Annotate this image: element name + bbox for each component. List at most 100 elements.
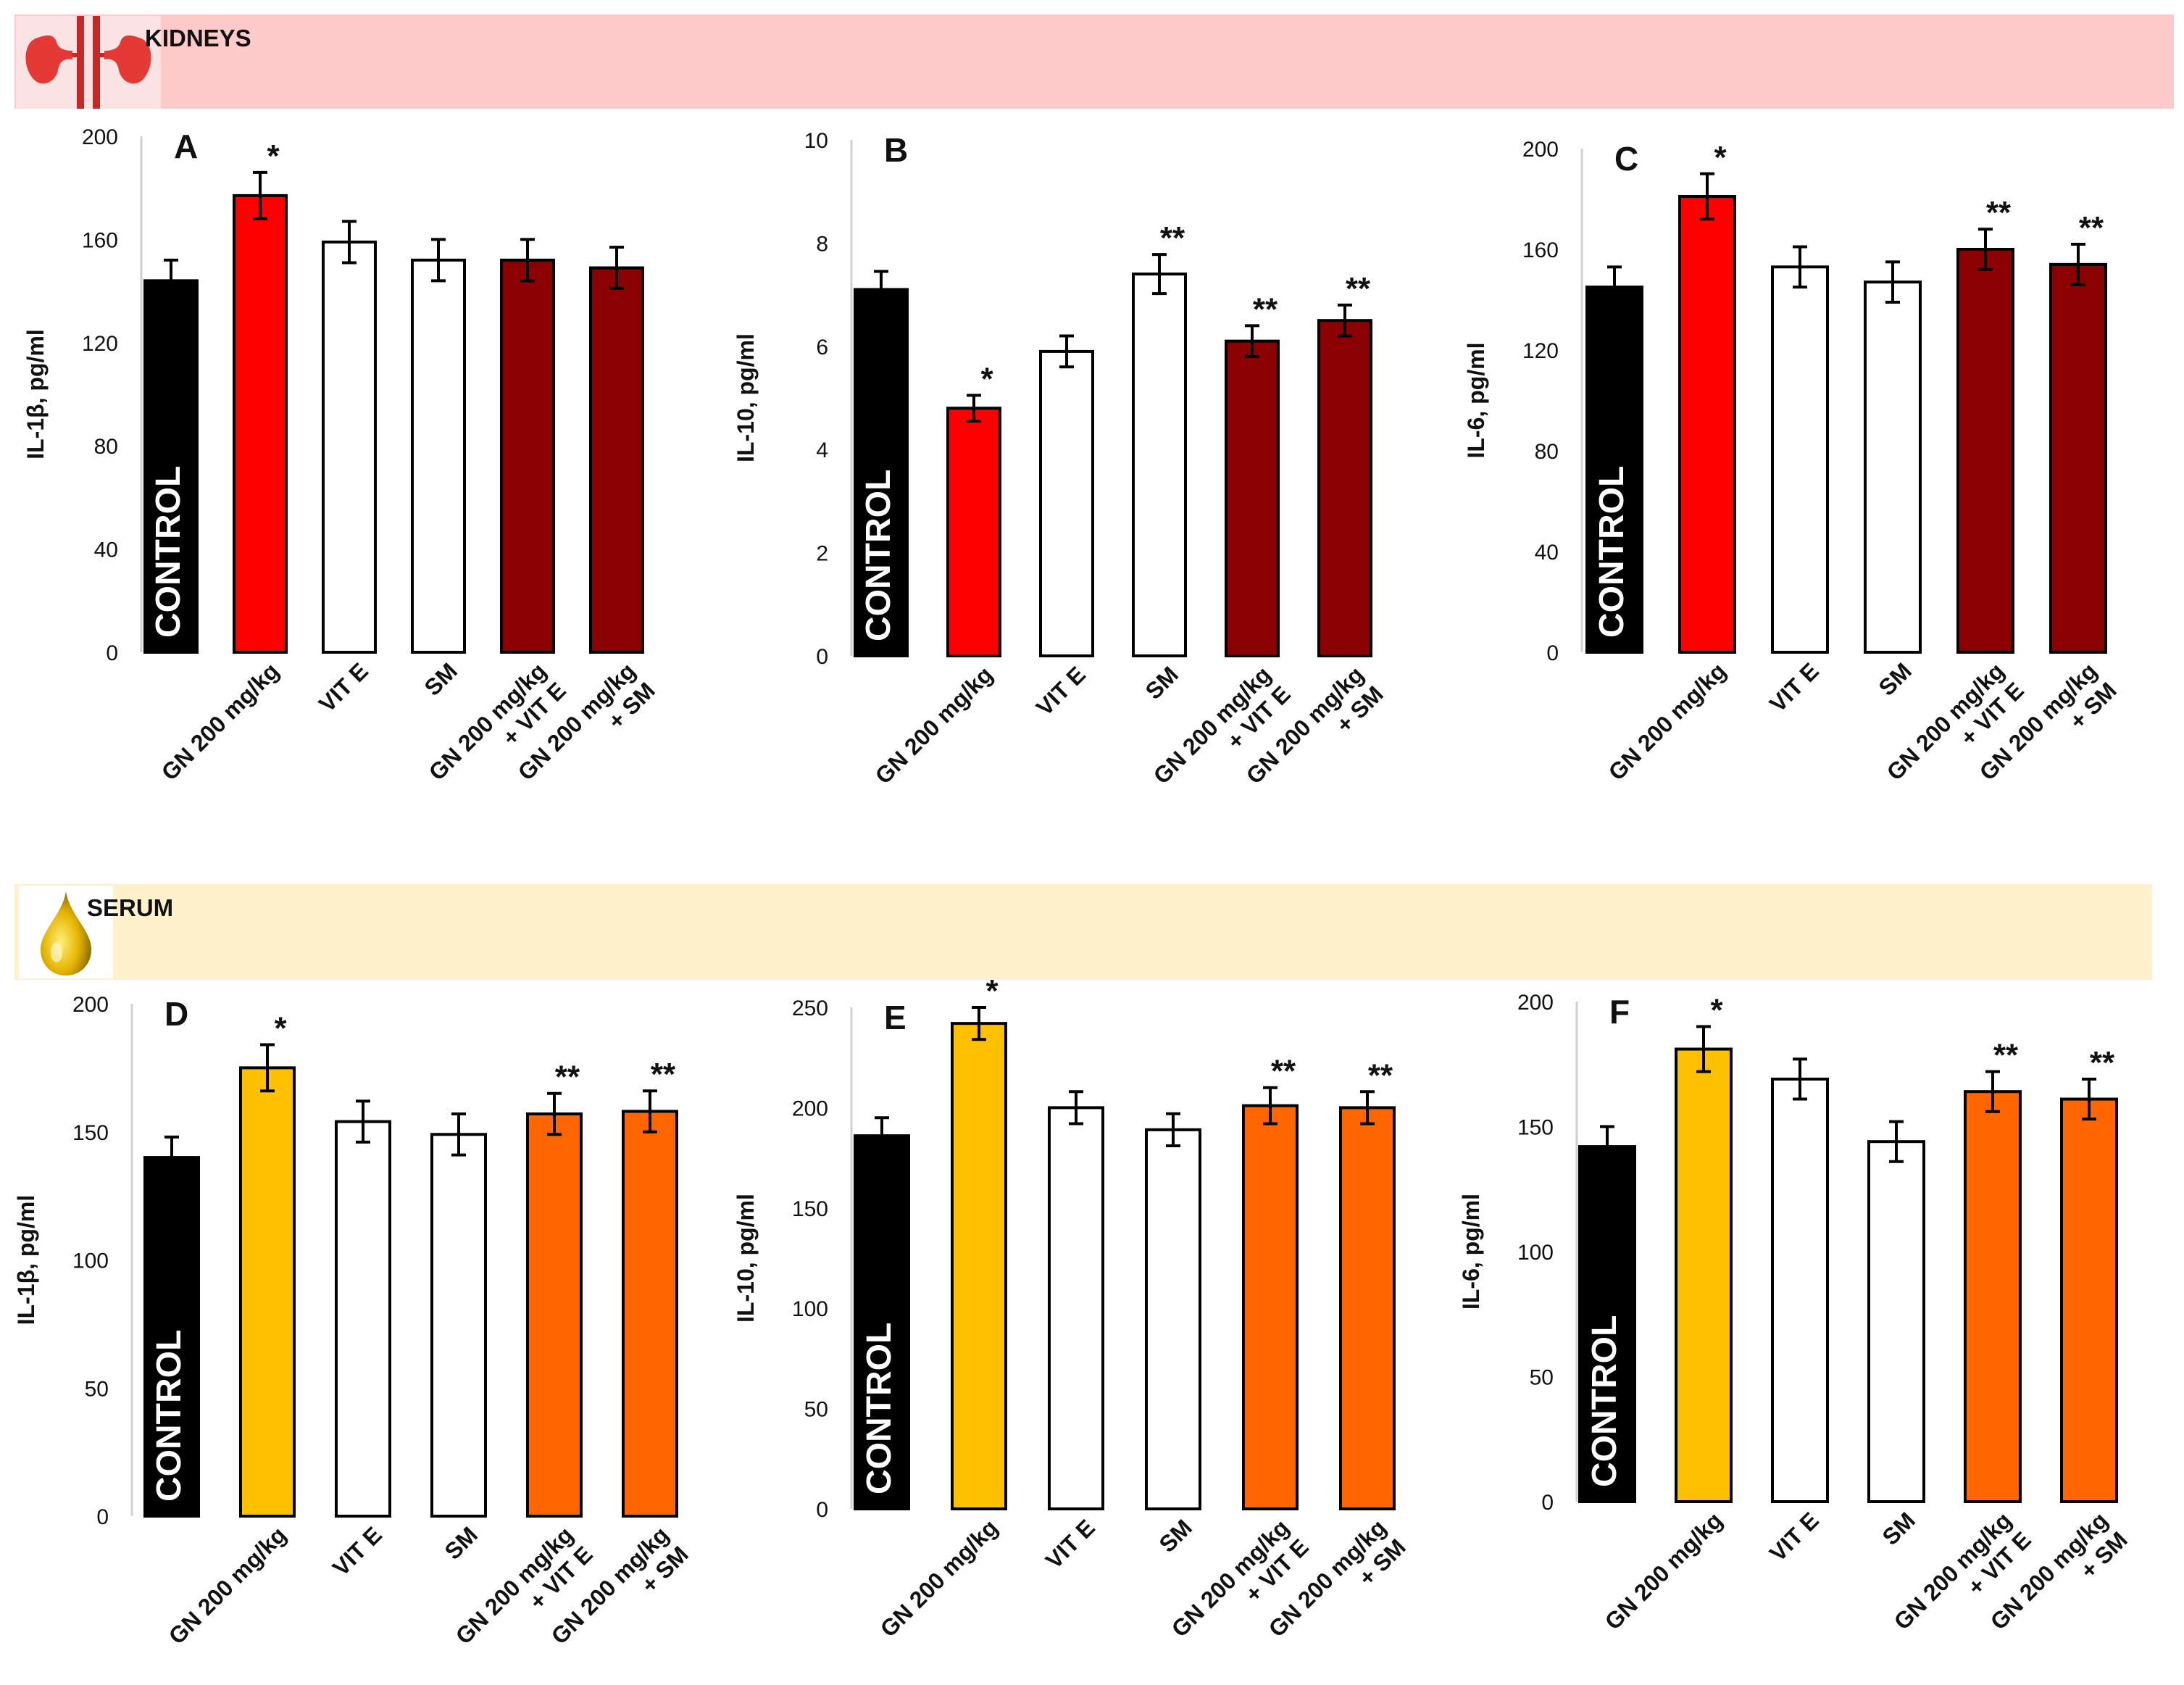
bar-4	[526, 1112, 583, 1518]
bar-4	[500, 258, 555, 654]
bar-3	[1132, 272, 1187, 657]
y-tick-label: 200	[72, 993, 109, 1017]
kidney-icon-box	[16, 16, 161, 109]
x-tick-label: GN 200 mg/kg	[157, 657, 284, 785]
bar-3	[1145, 1128, 1201, 1510]
bar-5	[1339, 1106, 1396, 1510]
y-tick-label: 0	[106, 641, 118, 665]
x-tick-label: VIT E	[1031, 661, 1091, 720]
significance-mark: **	[1160, 220, 1185, 256]
x-tick-label: SM	[1141, 661, 1183, 704]
serum-section-band	[14, 884, 2152, 980]
bar-0	[143, 1156, 200, 1518]
bar-3	[1867, 1140, 1925, 1503]
y-tick-label: 200	[792, 1097, 828, 1120]
x-tick-label: GN 200 mg/kg	[875, 1514, 1003, 1642]
panel-letter: D	[164, 995, 188, 1033]
significance-mark: *	[1714, 140, 1727, 175]
x-tick-label: CONTROL	[1593, 466, 1631, 638]
y-tick-label: 200	[82, 125, 118, 149]
bar-4	[1225, 339, 1280, 657]
y-tick-label: 200	[1522, 138, 1559, 162]
y-tick-label: 80	[94, 435, 118, 459]
x-tick-label: VIT E	[1764, 657, 1824, 717]
x-tick-label: VIT E	[1764, 1507, 1824, 1566]
y-tick-label: 150	[792, 1197, 828, 1221]
panel-A: 0 40 80 120 160 200 IL-1β, pg/ml A CONTROL * GN 20…	[22, 125, 660, 786]
x-tick-label: GN 200 mg/kg	[164, 1521, 291, 1649]
y-tick-label: 0	[816, 645, 828, 669]
panel-D: 0 50 100 150 200 IL-1β, pg/ml D CONTROL * GN 200 …	[13, 993, 693, 1649]
bar-5	[2060, 1097, 2118, 1504]
y-tick-label: 120	[1522, 339, 1559, 363]
significance-mark: *	[985, 973, 999, 1009]
y-axis-title: IL-6, pg/ml	[1458, 1194, 1484, 1310]
panel-letter: E	[884, 999, 906, 1036]
bar-3	[1864, 280, 1922, 654]
y-tick-label: 0	[1541, 1491, 1554, 1515]
bar-0	[854, 1134, 910, 1510]
y-tick-label: 8	[816, 232, 828, 256]
x-tick-label: GN 200 mg/kg	[870, 661, 998, 789]
panel-B: 0 2 4 6 8 10 IL-10, pg/ml B CONTROL * GN 200 mg/kg…	[733, 129, 1388, 789]
bar-0	[1585, 286, 1643, 654]
bar-4	[1956, 248, 2014, 654]
y-tick-label: 10	[804, 129, 828, 153]
serum-title: SERUM	[87, 894, 174, 921]
y-axis-title: IL-1β, pg/ml	[13, 1195, 39, 1326]
x-tick-label: VIT E	[1041, 1514, 1100, 1573]
x-tick-label: SM	[1877, 1507, 1920, 1549]
y-tick-label: 50	[1530, 1366, 1554, 1390]
bar-0	[854, 288, 909, 657]
significance-mark: **	[1253, 291, 1278, 327]
y-tick-label: 0	[1546, 641, 1559, 665]
bar-5	[1317, 319, 1372, 657]
significance-mark: *	[980, 361, 993, 396]
kidney-icon	[25, 16, 151, 109]
x-tick-label: GN 200 mg/kg	[1604, 657, 1731, 785]
x-tick-label: VIT E	[328, 1521, 387, 1581]
significance-mark: **	[1271, 1054, 1296, 1089]
x-tick-label: CONTROL	[149, 466, 188, 638]
bar-3	[430, 1133, 487, 1518]
y-tick-label: 50	[804, 1398, 828, 1422]
significance-mark: *	[274, 1011, 287, 1047]
y-tick-label: 6	[816, 336, 828, 359]
y-tick-label: 0	[96, 1505, 109, 1529]
x-tick-label: SM	[440, 1521, 483, 1564]
y-tick-label: 50	[85, 1377, 109, 1401]
y-tick-label: 80	[1535, 440, 1559, 464]
panel-F: 0 50 100 150 200 IL-6, pg/ml F CONTROL * GN 200 m…	[1458, 991, 2133, 1635]
serum-icon-box	[19, 886, 113, 978]
y-axis-title: IL-6, pg/ml	[1463, 343, 1489, 459]
y-tick-label: 40	[1535, 541, 1559, 565]
significance-mark: **	[651, 1057, 676, 1092]
bar-5	[589, 266, 644, 654]
bar-5	[2049, 262, 2107, 654]
bar-1	[1678, 195, 1736, 654]
panel-E: 0 50 100 150 200 250 IL-10, pg/ml E CONTROL * GN 2…	[733, 973, 1411, 1642]
y-tick-label: 100	[792, 1297, 828, 1321]
y-axis-title: IL-1β, pg/ml	[22, 329, 49, 459]
significance-mark: **	[1986, 195, 2012, 230]
y-axis-title: IL-10, pg/ml	[733, 1194, 759, 1323]
y-tick-label: 160	[1522, 238, 1559, 262]
panel-letter: A	[174, 128, 198, 165]
significance-mark: **	[1368, 1057, 1393, 1093]
significance-mark: **	[2090, 1045, 2115, 1081]
kidneys-section-band	[14, 14, 2174, 109]
significance-mark: **	[1993, 1038, 2019, 1073]
bar-4	[1242, 1104, 1299, 1510]
significance-mark: **	[555, 1060, 580, 1095]
x-tick-label: CONTROL	[860, 1323, 899, 1494]
bar-1	[946, 407, 1001, 657]
y-tick-label: 4	[816, 438, 828, 462]
panel-letter: C	[1614, 140, 1638, 178]
y-tick-label: 200	[1517, 991, 1554, 1015]
bar-4	[1964, 1090, 2022, 1503]
y-tick-label: 40	[94, 538, 118, 562]
bar-2	[1048, 1106, 1104, 1510]
bar-1	[233, 194, 288, 654]
bar-1	[1675, 1047, 1733, 1504]
